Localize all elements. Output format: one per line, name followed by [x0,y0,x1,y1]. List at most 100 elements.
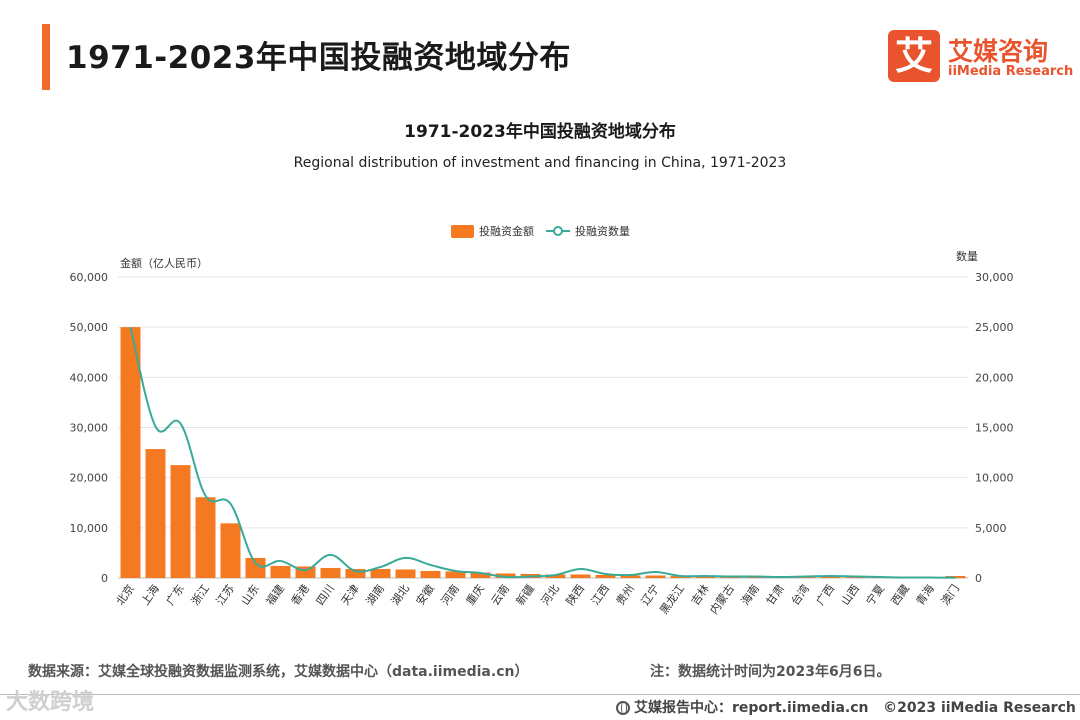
bar [545,574,566,578]
chart-subtitle: Regional distribution of investment and … [294,155,787,171]
line-series [129,326,956,579]
y-left-tick-label: 30,000 [70,422,109,435]
y-right-tick-label: 30,000 [975,271,1014,284]
brand-name-cn: 艾媒咨询 [948,37,1049,66]
x-tick-label: 吉林 [688,582,712,608]
bar [645,575,666,578]
y-right-tick-label: 5,000 [975,522,1007,535]
bar [370,568,391,578]
x-tick-label: 澳门 [938,582,962,608]
bar [395,569,416,578]
bar [820,576,841,578]
x-tick-label: 香港 [289,582,312,607]
x-tick-label: 湖南 [364,582,387,607]
x-tick-label: 台湾 [788,582,812,608]
x-tick-label: 浙江 [189,582,212,607]
x-tick-label: 天津 [339,582,362,607]
bar [195,497,216,578]
y-right-tick-label: 10,000 [975,472,1014,485]
brand-name-en: iiMedia Research [948,64,1074,79]
footer-report-link[interactable]: 艾媒报告中心：report.iimedia.cn [634,700,869,716]
bar [145,449,166,578]
page-title: 1971-2023年中国投融资地域分布 [66,40,571,76]
x-tick-label: 山东 [239,582,262,607]
bar [695,576,716,578]
bar [170,465,191,578]
x-tick-label: 云南 [489,582,512,607]
bar-series [120,327,966,578]
title-accent-bar [42,24,50,90]
footer-copyright: ©2023 iiMedia Research Inc [883,700,1080,716]
legend-bar-swatch [451,225,474,238]
bar [495,573,516,578]
x-tick-label: 江西 [589,582,612,607]
globe-icon [616,701,630,715]
y-left-tick-label: 50,000 [70,321,109,334]
legend-bar-label: 投融资金额 [479,224,534,238]
x-tick-label: 山西 [839,582,862,607]
bar [795,576,816,578]
x-tick-label: 宁夏 [863,582,887,608]
bar [420,570,441,578]
x-tick-label: 安徽 [413,582,437,608]
bar [245,557,266,578]
line-path [129,326,956,579]
bar [620,575,641,578]
y-left-axis-label: 金额（亿人民币） [120,256,208,270]
brand-logo[interactable]: 艾 艾媒咨询 iiMedia Research [888,30,1073,84]
y-right-tick-label: 15,000 [975,422,1014,435]
grid-lines [118,276,968,579]
y-right-tick-label: 20,000 [975,371,1014,384]
x-tick-label: 西藏 [889,582,912,607]
y-left-ticks: 0 10,000 20,000 30,000 40,000 50,000 60,000 [70,271,109,585]
x-category-labels: 北京 上海 广东 浙江 江苏 山东 福建 香港 四川 天津 湖南 湖北 安徽 河南 重庆 云南 新疆 河北 陕西 江西… [113,582,962,617]
bar [345,568,366,578]
x-tick-label: 湖北 [389,582,412,607]
bar [320,567,341,578]
watermark: 大数跨境 [6,690,95,715]
x-tick-label: 辽宁 [638,582,662,608]
chart-title: 1971-2023年中国投融资地域分布 [404,121,676,142]
bar [845,577,866,578]
x-tick-label: 黑龙江 [657,582,687,616]
bar [595,574,616,578]
x-tick-label: 甘肃 [764,582,787,607]
x-tick-label: 河北 [539,582,562,607]
bar [270,565,291,578]
x-tick-label: 上海 [138,582,162,608]
x-tick-label: 广东 [164,582,187,607]
footer-source: 数据来源：艾媒全球投融资数据监测系统，艾媒数据中心（data.iimedia.c… [28,664,529,680]
x-tick-label: 河南 [439,582,462,607]
footer-divider [0,694,1080,695]
y-right-tick-label: 0 [975,572,982,585]
legend-line-marker [553,226,563,236]
bar [120,327,141,578]
x-tick-label: 江苏 [214,582,237,607]
bar [670,575,691,578]
y-left-tick-label: 60,000 [70,271,109,284]
brand-mark: 艾 [888,30,940,82]
footer-note: 注：数据统计时间为2023年6月6日。 [650,664,891,680]
bar [295,566,316,578]
bar [220,523,241,578]
y-left-tick-label: 20,000 [70,472,109,485]
chart-legend: 投融资金额 投融资数量 [451,224,630,238]
x-tick-label: 北京 [113,582,137,608]
y-right-axis-label: 数量 [956,250,978,263]
y-right-tick-label: 25,000 [975,321,1014,334]
x-tick-label: 陕西 [563,582,587,608]
y-left-tick-label: 10,000 [70,522,109,535]
x-tick-label: 海南 [738,582,762,608]
x-tick-label: 内蒙古 [707,582,737,617]
bar [470,572,491,578]
bar [570,574,591,578]
x-tick-label: 四川 [314,582,337,607]
y-left-tick-label: 40,000 [70,371,109,384]
x-tick-label: 重庆 [463,582,487,608]
footer-report-center[interactable]: 艾媒报告中心：report.iimedia.cn ©2023 iiMedia R… [616,697,1080,717]
investment-region-chart: 1971-2023年中国投融资地域分布 Regional distributio… [70,121,1014,617]
x-tick-label: 广西 [814,582,837,607]
x-tick-label: 青海 [913,582,937,608]
x-tick-label: 贵州 [614,582,637,607]
x-tick-label: 新疆 [513,582,537,608]
